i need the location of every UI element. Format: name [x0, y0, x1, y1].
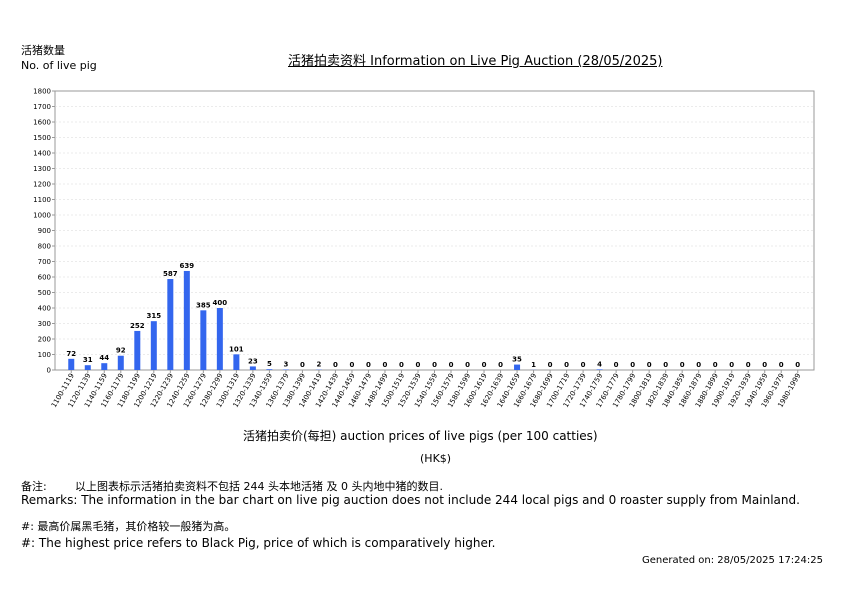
data-label: 72	[66, 350, 76, 358]
y-tick-label: 1600	[33, 119, 51, 127]
y-tick-label: 700	[38, 258, 51, 266]
data-label: 101	[229, 345, 244, 353]
data-label: 0	[350, 361, 355, 369]
data-label: 0	[647, 361, 652, 369]
y-tick-label: 1000	[33, 212, 51, 220]
bar	[117, 355, 124, 370]
data-label: 0	[614, 361, 619, 369]
data-label: 400	[213, 299, 228, 307]
data-label: 252	[130, 322, 145, 330]
data-label: 0	[399, 361, 404, 369]
data-label: 0	[696, 361, 701, 369]
data-label: 2	[316, 361, 321, 369]
data-label: 0	[383, 361, 388, 369]
y-tick-label: 1500	[33, 134, 51, 142]
data-label: 1	[531, 361, 536, 369]
data-label: 0	[465, 361, 470, 369]
bar	[216, 308, 223, 370]
data-label: 0	[729, 361, 734, 369]
data-label: 0	[795, 361, 800, 369]
remark-cn-text: 以上图表标示活猪拍卖资料不包括 244 头本地活猪 及 0 头内地中猪的数目.	[75, 480, 443, 493]
data-label: 0	[333, 361, 338, 369]
y-tick-label: 0	[47, 367, 51, 375]
y-axis-label-en: No. of live pig	[21, 59, 97, 72]
y-tick-label: 1200	[33, 181, 51, 189]
bar	[84, 365, 91, 370]
data-label: 0	[630, 361, 635, 369]
generated-timestamp: Generated on: 28/05/2025 17:24:25	[642, 555, 823, 566]
y-tick-label: 1100	[33, 196, 51, 204]
data-label: 0	[432, 361, 437, 369]
bar	[249, 366, 256, 370]
remark-en-text: Remarks: The information in the bar char…	[21, 493, 800, 507]
y-tick-label: 600	[38, 274, 51, 282]
bar	[150, 321, 157, 370]
bar	[266, 369, 273, 370]
y-tick-label: 300	[38, 320, 51, 328]
bar-chart: 0100200300400500600700800900100011001200…	[33, 88, 815, 409]
bar	[167, 279, 174, 370]
bar	[596, 369, 603, 370]
data-label: 0	[366, 361, 371, 369]
data-label: 0	[548, 361, 553, 369]
data-label: 23	[248, 357, 258, 365]
data-label: 385	[196, 301, 211, 309]
data-label: 0	[564, 361, 569, 369]
bar	[183, 270, 190, 370]
y-tick-label: 100	[38, 351, 51, 359]
remark-cn-label: 备注:	[21, 480, 47, 493]
bar	[514, 364, 521, 370]
data-label: 0	[762, 361, 767, 369]
data-label: 0	[779, 361, 784, 369]
y-tick-label: 200	[38, 336, 51, 344]
data-label: 0	[581, 361, 586, 369]
y-tick-label: 400	[38, 305, 51, 313]
data-label: 315	[146, 312, 161, 320]
y-tick-label: 1800	[33, 88, 51, 96]
data-label: 4	[597, 360, 602, 368]
y-tick-label: 1300	[33, 165, 51, 173]
data-label: 35	[512, 356, 522, 364]
data-label: 3	[283, 361, 288, 369]
data-label: 0	[482, 361, 487, 369]
x-axis-unit: (HK$)	[420, 452, 452, 465]
x-axis-label: 活猪拍卖价(每担) auction prices of live pigs (p…	[243, 429, 598, 443]
data-label: 0	[498, 361, 503, 369]
data-label: 0	[713, 361, 718, 369]
y-axis-label-cn: 活猪数量	[21, 44, 65, 57]
data-label: 44	[99, 354, 109, 362]
y-tick-label: 1700	[33, 103, 51, 111]
data-label: 0	[663, 361, 668, 369]
data-label: 5	[267, 360, 272, 368]
y-tick-label: 1400	[33, 150, 51, 158]
bar	[134, 330, 141, 370]
data-label: 0	[746, 361, 751, 369]
y-tick-label: 800	[38, 243, 51, 251]
bar	[200, 310, 207, 370]
bar	[68, 358, 75, 370]
data-label: 92	[116, 347, 126, 355]
data-label: 0	[300, 361, 305, 369]
y-tick-label: 900	[38, 227, 51, 235]
data-label: 587	[163, 270, 178, 278]
bar	[233, 354, 240, 370]
data-label: 31	[83, 356, 93, 364]
bar	[101, 363, 108, 370]
data-label: 0	[416, 361, 421, 369]
y-tick-label: 500	[38, 289, 51, 297]
note-en-text: #: The highest price refers to Black Pig…	[21, 536, 496, 550]
data-label: 0	[680, 361, 685, 369]
data-label: 0	[449, 361, 454, 369]
data-label: 639	[180, 262, 195, 270]
note-cn-text: #: 最高价属黑毛猪，其价格较一般猪为高。	[21, 520, 236, 533]
chart-title: 活猪拍卖资料 Information on Live Pig Auction (…	[288, 54, 663, 69]
